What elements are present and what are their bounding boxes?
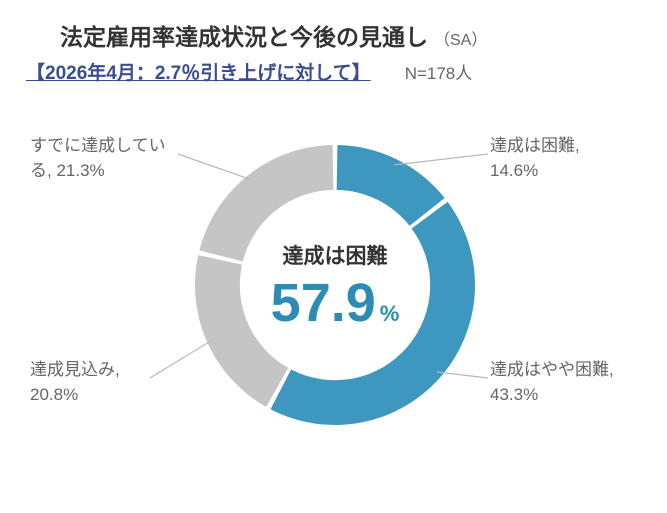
label-difficult-name: 達成は困難,: [490, 136, 580, 155]
center-unit: %: [380, 301, 400, 327]
chart-area: 達成は困難 57.9 % 達成は困難, 14.6% 達成はやや困難, 43.3%…: [0, 110, 667, 510]
label-already-value: 21.3%: [56, 161, 104, 180]
label-difficult-value: 14.6%: [490, 161, 538, 180]
label-somewhat-difficult: 達成はやや困難, 43.3%: [490, 358, 660, 407]
donut-center: 達成は困難 57.9 %: [190, 140, 480, 430]
label-expected-name: 達成見込み,: [30, 360, 120, 379]
title-suffix: （SA）: [434, 26, 487, 50]
center-value: 57.9: [271, 276, 376, 330]
chart-title: 法定雇用率達成状況と今後の見通し: [60, 18, 428, 52]
n-value: N=178人: [405, 59, 473, 84]
label-somewhat-name: 達成はやや困難,: [490, 360, 614, 379]
donut-chart: 達成は困難 57.9 %: [190, 140, 480, 430]
center-label: 達成は困難: [283, 240, 388, 270]
label-difficult: 達成は困難, 14.6%: [490, 134, 650, 183]
label-already: すでに達成している, 21.3%: [30, 134, 185, 183]
label-expected-value: 20.8%: [30, 385, 78, 404]
label-somewhat-value: 43.3%: [490, 385, 538, 404]
chart-header: 法定雇用率達成状況と今後の見通し （SA） 【2026年4月：2.7％引き上げに…: [0, 0, 667, 89]
center-value-row: 57.9 %: [271, 276, 400, 330]
chart-subtitle: 【2026年4月：2.7％引き上げに対して】: [26, 58, 371, 85]
title-row: 法定雇用率達成状況と今後の見通し （SA）: [60, 18, 637, 52]
label-expected: 達成見込み, 20.8%: [30, 358, 180, 407]
subtitle-row: 【2026年4月：2.7％引き上げに対して】 N=178人: [26, 58, 637, 85]
